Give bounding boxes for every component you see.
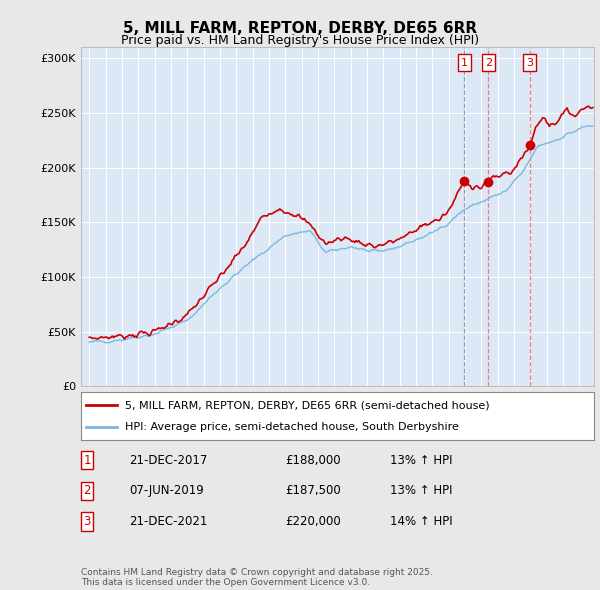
Text: 14% ↑ HPI: 14% ↑ HPI bbox=[390, 515, 452, 528]
Text: 21-DEC-2021: 21-DEC-2021 bbox=[129, 515, 208, 528]
Text: 21-DEC-2017: 21-DEC-2017 bbox=[129, 454, 208, 467]
Text: Price paid vs. HM Land Registry's House Price Index (HPI): Price paid vs. HM Land Registry's House … bbox=[121, 34, 479, 47]
Text: 5, MILL FARM, REPTON, DERBY, DE65 6RR: 5, MILL FARM, REPTON, DERBY, DE65 6RR bbox=[123, 21, 477, 36]
Text: 3: 3 bbox=[526, 57, 533, 67]
Text: 2: 2 bbox=[83, 484, 91, 497]
Text: 07-JUN-2019: 07-JUN-2019 bbox=[129, 484, 204, 497]
Text: HPI: Average price, semi-detached house, South Derbyshire: HPI: Average price, semi-detached house,… bbox=[125, 422, 458, 432]
Text: £220,000: £220,000 bbox=[285, 515, 341, 528]
Text: 13% ↑ HPI: 13% ↑ HPI bbox=[390, 484, 452, 497]
Text: 5, MILL FARM, REPTON, DERBY, DE65 6RR (semi-detached house): 5, MILL FARM, REPTON, DERBY, DE65 6RR (s… bbox=[125, 400, 489, 410]
Text: £187,500: £187,500 bbox=[285, 484, 341, 497]
Text: 3: 3 bbox=[83, 515, 91, 528]
Text: £188,000: £188,000 bbox=[285, 454, 341, 467]
Text: 2: 2 bbox=[485, 57, 492, 67]
Text: 1: 1 bbox=[83, 454, 91, 467]
Text: 1: 1 bbox=[461, 57, 468, 67]
Text: Contains HM Land Registry data © Crown copyright and database right 2025.
This d: Contains HM Land Registry data © Crown c… bbox=[81, 568, 433, 587]
Text: 13% ↑ HPI: 13% ↑ HPI bbox=[390, 454, 452, 467]
